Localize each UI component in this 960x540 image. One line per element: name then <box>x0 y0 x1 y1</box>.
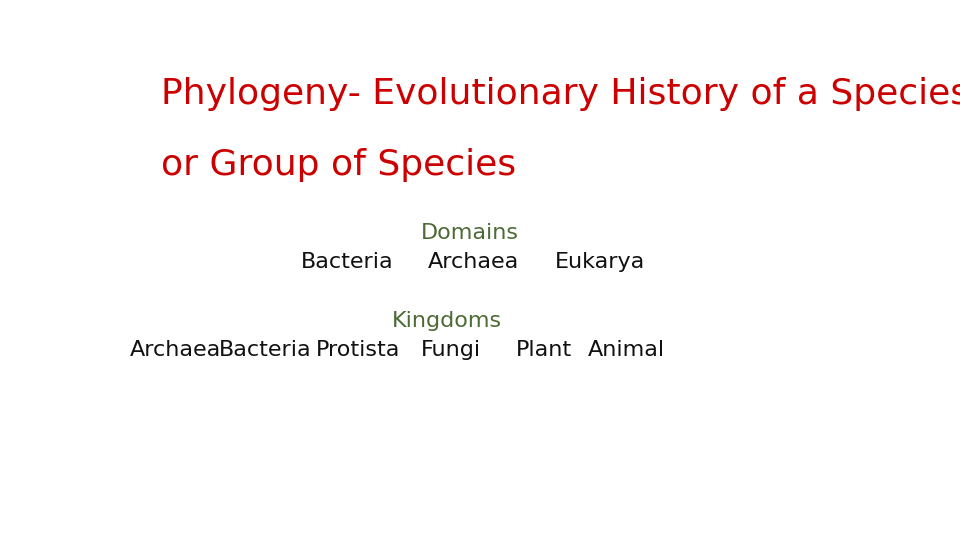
Text: Domains: Domains <box>420 223 518 243</box>
Text: Animal: Animal <box>588 340 664 360</box>
Text: Archaea: Archaea <box>131 340 222 360</box>
Text: Kingdoms: Kingdoms <box>393 310 502 330</box>
Text: Bacteria: Bacteria <box>300 252 394 272</box>
Text: Protista: Protista <box>316 340 400 360</box>
Text: Phylogeny- Evolutionary History of a Species: Phylogeny- Evolutionary History of a Spe… <box>161 77 960 111</box>
Text: Archaea: Archaea <box>428 252 519 272</box>
Text: Eukarya: Eukarya <box>555 252 645 272</box>
Text: Plant: Plant <box>516 340 572 360</box>
Text: Fungi: Fungi <box>421 340 481 360</box>
Text: or Group of Species: or Group of Species <box>161 148 516 182</box>
Text: Bacteria: Bacteria <box>219 340 311 360</box>
